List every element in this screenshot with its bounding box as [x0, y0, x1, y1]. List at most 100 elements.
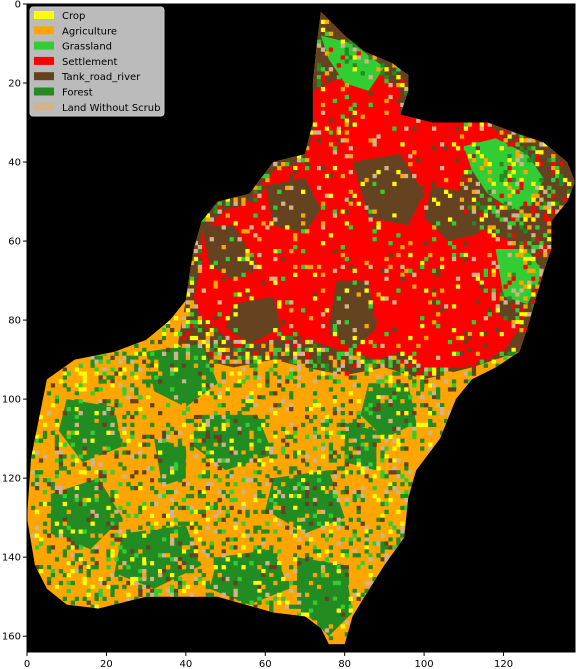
- pixel-cell: [229, 225, 234, 230]
- pixel-cell: [348, 264, 353, 270]
- pixel-cell: [352, 110, 357, 115]
- pixel-cell: [436, 355, 441, 360]
- pixel-cell: [328, 537, 334, 542]
- pixel-cell: [404, 126, 409, 131]
- pixel-cell: [253, 478, 258, 483]
- pixel-cell: [475, 189, 480, 194]
- pixel-cell: [523, 217, 528, 222]
- pixel-cell: [62, 596, 67, 601]
- pixel-cell: [523, 213, 528, 218]
- pixel-cell: [392, 71, 397, 76]
- pixel-cell: [543, 142, 548, 147]
- pixel-cell: [114, 450, 119, 455]
- pixel-cell: [297, 383, 302, 388]
- pixel-cell: [281, 501, 286, 507]
- pixel-cell: [42, 478, 48, 483]
- pixel-cell: [396, 75, 401, 80]
- pixel-cell: [98, 450, 103, 455]
- pixel-cell: [368, 102, 373, 108]
- pixel-cell: [253, 545, 258, 550]
- pixel-cell: [301, 450, 306, 455]
- pixel-cell: [122, 351, 127, 356]
- pixel-cell: [261, 509, 266, 515]
- pixel-cell: [344, 497, 349, 503]
- pixel-cell: [46, 470, 52, 475]
- pixel-cell: [209, 351, 214, 356]
- pixel-cell: [106, 399, 111, 404]
- pixel-cell: [90, 549, 95, 554]
- pixel-cell: [499, 193, 504, 198]
- pixel-cell: [205, 339, 210, 345]
- pixel-cell: [209, 237, 214, 242]
- pixel-cell: [408, 173, 413, 179]
- pixel-cell: [352, 418, 357, 424]
- pixel-cell: [217, 466, 222, 471]
- pixel-cell: [531, 205, 536, 210]
- pixel-cell: [372, 181, 377, 187]
- pixel-cell: [142, 584, 147, 590]
- pixel-cell: [241, 501, 246, 507]
- pixel-cell: [535, 150, 540, 155]
- pixel-cell: [491, 233, 496, 238]
- pixel-cell: [515, 154, 520, 159]
- pixel-cell: [134, 375, 139, 380]
- pixel-cell: [376, 525, 381, 530]
- pixel-cell: [380, 359, 385, 364]
- pixel-cell: [193, 434, 199, 439]
- pixel-cell: [154, 592, 159, 597]
- pixel-cell: [316, 138, 322, 143]
- pixel-cell: [58, 462, 64, 467]
- pixel-cell: [348, 604, 353, 609]
- pixel-cell: [348, 454, 353, 459]
- pixel-cell: [241, 462, 246, 467]
- pixel-cell: [360, 521, 365, 526]
- pixel-cell: [344, 426, 349, 432]
- pixel-cell: [336, 75, 341, 80]
- pixel-cell: [38, 537, 44, 542]
- pixel-cell: [511, 130, 516, 135]
- pixel-cell: [277, 497, 282, 503]
- pixel-cell: [245, 292, 250, 297]
- pixel-cell: [257, 592, 262, 597]
- pixel-cell: [567, 193, 572, 198]
- pixel-cell: [344, 83, 349, 88]
- pixel-cell: [424, 335, 429, 341]
- pixel-cell: [146, 521, 151, 526]
- pixel-cell: [340, 434, 345, 439]
- pixel-cell: [281, 399, 286, 404]
- pixel-cell: [467, 332, 473, 337]
- pixel-cell: [352, 549, 357, 554]
- pixel-cell: [328, 624, 334, 629]
- pixel-cell: [118, 497, 123, 503]
- pixel-cell: [301, 608, 306, 613]
- pixel-cell: [158, 411, 163, 416]
- pixel-cell: [50, 418, 56, 424]
- pixel-cell: [86, 517, 91, 522]
- pixel-cell: [277, 592, 282, 597]
- pixel-cell: [320, 272, 326, 277]
- pixel-cell: [110, 494, 115, 499]
- pixel-cell: [177, 549, 183, 554]
- pixel-cell: [301, 221, 306, 226]
- pixel-cell: [245, 375, 250, 380]
- pixel-cell: [249, 225, 254, 230]
- pixel-cell: [217, 517, 222, 522]
- pixel-cell: [281, 494, 286, 499]
- pixel-cell: [360, 308, 365, 313]
- pixel-cell: [70, 454, 75, 459]
- pixel-cell: [531, 268, 536, 273]
- pixel-cell: [384, 438, 389, 443]
- pixel-cell: [503, 138, 508, 143]
- pixel-cell: [245, 422, 250, 428]
- pixel-cell: [539, 276, 544, 281]
- pixel-cell: [150, 466, 155, 471]
- pixel-cell: [392, 395, 397, 400]
- pixel-cell: [436, 272, 441, 277]
- pixel-cell: [340, 624, 345, 629]
- legend-box: [29, 6, 165, 117]
- pixel-cell: [531, 138, 536, 143]
- pixel-cell: [233, 221, 238, 226]
- pixel-cell: [527, 256, 532, 262]
- pixel-cell: [177, 438, 183, 443]
